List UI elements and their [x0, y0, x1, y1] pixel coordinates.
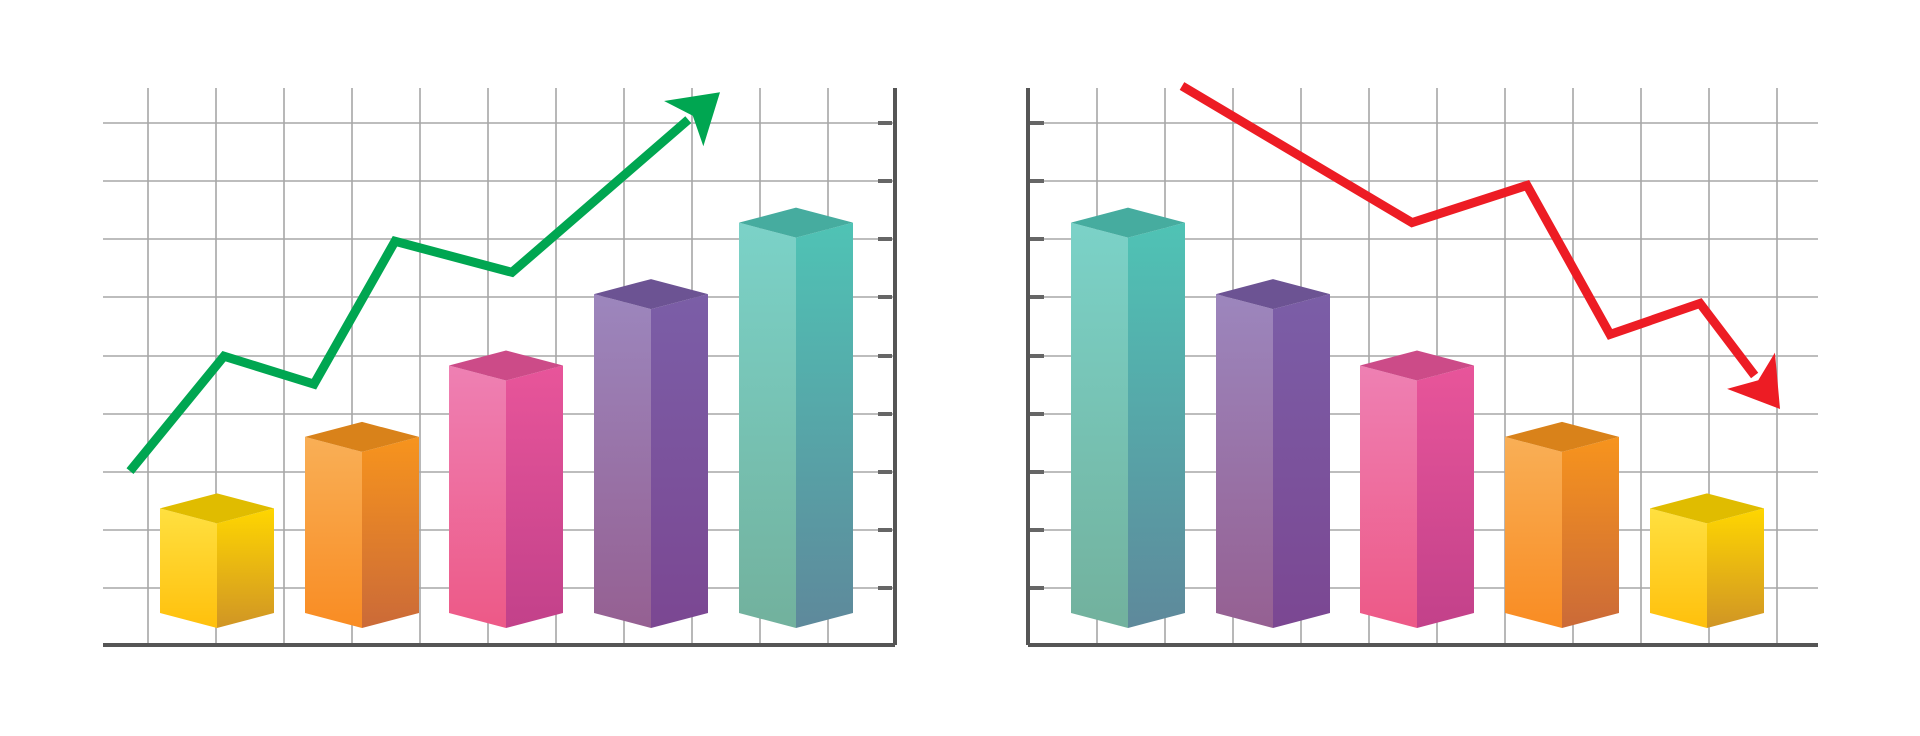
trend-down — [1179, 82, 1780, 409]
bar-face-right — [651, 294, 708, 628]
bar-5 — [1650, 493, 1764, 628]
bar-4 — [1505, 421, 1619, 628]
trend-arrowhead — [664, 92, 720, 147]
bar-top — [1650, 493, 1764, 524]
bar-face-left — [1360, 365, 1417, 628]
trend-up — [126, 92, 720, 474]
bar-3 — [449, 350, 563, 628]
bar-face-right — [1417, 365, 1474, 628]
bar-face-left — [594, 294, 651, 628]
bar-5 — [739, 207, 853, 628]
bar-top — [1071, 207, 1185, 238]
bar-face-right — [1273, 294, 1330, 628]
bar-top — [1216, 279, 1330, 310]
bar-face-left — [739, 222, 796, 628]
bar-face-left — [1650, 508, 1707, 628]
bar-top — [594, 279, 708, 310]
bar-2 — [1216, 279, 1330, 628]
bar-top — [1360, 350, 1474, 381]
bar-top — [1505, 421, 1619, 452]
bar-3 — [1360, 350, 1474, 628]
bar-face-right — [217, 508, 274, 628]
bar-face-right — [506, 365, 563, 628]
bar-face-right — [362, 436, 419, 628]
trend-line — [126, 116, 692, 474]
bar-face-left — [305, 436, 362, 628]
bar-4 — [594, 279, 708, 628]
bar-face-left — [160, 508, 217, 628]
bar-top — [449, 350, 563, 381]
trend-line — [1179, 82, 1759, 379]
chart-panel-2 — [1026, 82, 1818, 647]
bar-face-left — [1505, 436, 1562, 628]
bar-1 — [160, 493, 274, 628]
bar-face-left — [449, 365, 506, 628]
bar-face-left — [1071, 222, 1128, 628]
bar-face-left — [1216, 294, 1273, 628]
bar-1 — [1071, 207, 1185, 628]
bar-top — [160, 493, 274, 524]
trend-arrowhead — [1727, 352, 1780, 409]
chart-panel-1 — [103, 88, 897, 647]
bar-face-right — [1562, 436, 1619, 628]
bar-top — [739, 207, 853, 238]
bar-face-right — [1128, 222, 1185, 628]
bar-2 — [305, 421, 419, 628]
bar-top — [305, 421, 419, 452]
bar-face-right — [1707, 508, 1764, 628]
bar-face-right — [796, 222, 853, 628]
